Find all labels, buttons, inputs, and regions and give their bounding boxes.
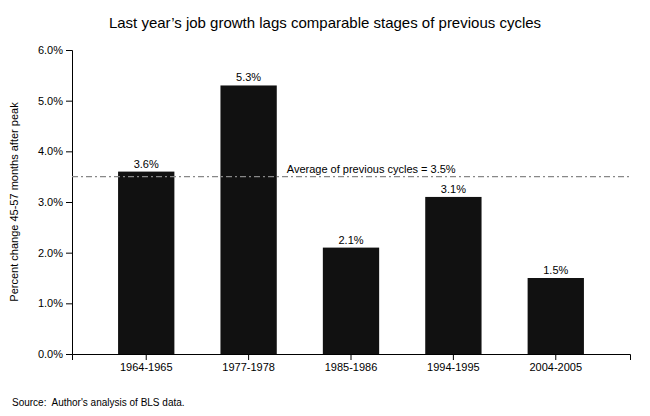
x-tick-mark	[351, 354, 352, 360]
y-tick: 1.0%	[38, 297, 72, 309]
y-tick-label: 4.0%	[38, 145, 63, 157]
y-tick: 0.0%	[38, 348, 72, 360]
y-tick-mark	[66, 303, 72, 304]
y-tick-label: 3.0%	[38, 196, 63, 208]
y-tick-label: 2.0%	[38, 247, 63, 259]
x-tick-label: 1977-1978	[222, 361, 275, 373]
data-label: 3.1%	[441, 183, 466, 195]
y-tick: 5.0%	[38, 95, 72, 107]
bar	[323, 248, 379, 354]
x-tick: 2004-2005	[529, 354, 582, 373]
y-tick-label: 6.0%	[38, 44, 63, 56]
annotations: 3.6% 5.3% 2.1% 3.1% 1.5% Average of previous …	[134, 71, 569, 276]
x-tick: 1985-1986	[325, 354, 378, 373]
source: Source: Author's analysis of BLS data.	[12, 397, 185, 408]
y-tick-mark	[66, 253, 72, 254]
bar	[528, 278, 584, 354]
y-tick-label: 1.0%	[38, 297, 63, 309]
data-label: 3.6%	[134, 158, 159, 170]
y-axis-title: Percent change 45-57 months after peak	[8, 102, 20, 302]
average-line	[72, 176, 630, 177]
x-tick-mark	[555, 354, 556, 360]
data-label: 5.3%	[236, 71, 261, 83]
x-tick-label: 1994-1995	[427, 361, 480, 373]
y-tick-mark	[66, 354, 72, 355]
x-tick-mark	[248, 354, 249, 360]
y-tick-mark	[66, 202, 72, 203]
y-tick: 3.0%	[38, 196, 72, 208]
bar	[118, 172, 174, 354]
x-tick: 1964-1965	[120, 354, 173, 373]
x-tick-label: 1964-1965	[120, 361, 173, 373]
chart: Last year’s job growth lags comparable s…	[0, 0, 650, 416]
y-tick-label: 5.0%	[38, 95, 63, 107]
data-label: 1.5%	[543, 264, 568, 276]
x-tick: 1994-1995	[427, 354, 480, 373]
y-tick-mark	[66, 101, 72, 102]
y-tick: 2.0%	[38, 247, 72, 259]
y-tick-label: 0.0%	[38, 348, 63, 360]
title: Last year’s job growth lags comparable s…	[109, 14, 541, 31]
y-tick: 6.0%	[38, 44, 72, 56]
y-tick: 4.0%	[38, 145, 72, 157]
x-tick-label: 1985-1986	[325, 361, 378, 373]
y-tick-mark	[66, 50, 72, 51]
x-tick: 1977-1978	[222, 354, 275, 373]
x-tick-label: 2004-2005	[529, 361, 582, 373]
plot: 0.0% 1.0% 2.0% 3.0% 4.0% 5.0% 6.0% 1964-1965 197…	[38, 44, 631, 373]
y-axis: 0.0% 1.0% 2.0% 3.0% 4.0% 5.0% 6.0%	[38, 44, 73, 360]
x-axis-line	[73, 355, 631, 361]
data-label: 2.1%	[338, 234, 363, 246]
bar	[425, 197, 481, 354]
x-tick-mark	[146, 354, 147, 360]
bars	[72, 85, 630, 354]
average-label: Average of previous cycles = 3.5%	[287, 163, 456, 175]
bar	[220, 85, 276, 354]
x-tick-mark	[453, 354, 454, 360]
x-axis: 1964-1965 1977-1978 1985-1986 1994-1995 2004…	[73, 354, 631, 373]
y-tick-mark	[66, 151, 72, 152]
y-axis-line	[66, 51, 73, 355]
